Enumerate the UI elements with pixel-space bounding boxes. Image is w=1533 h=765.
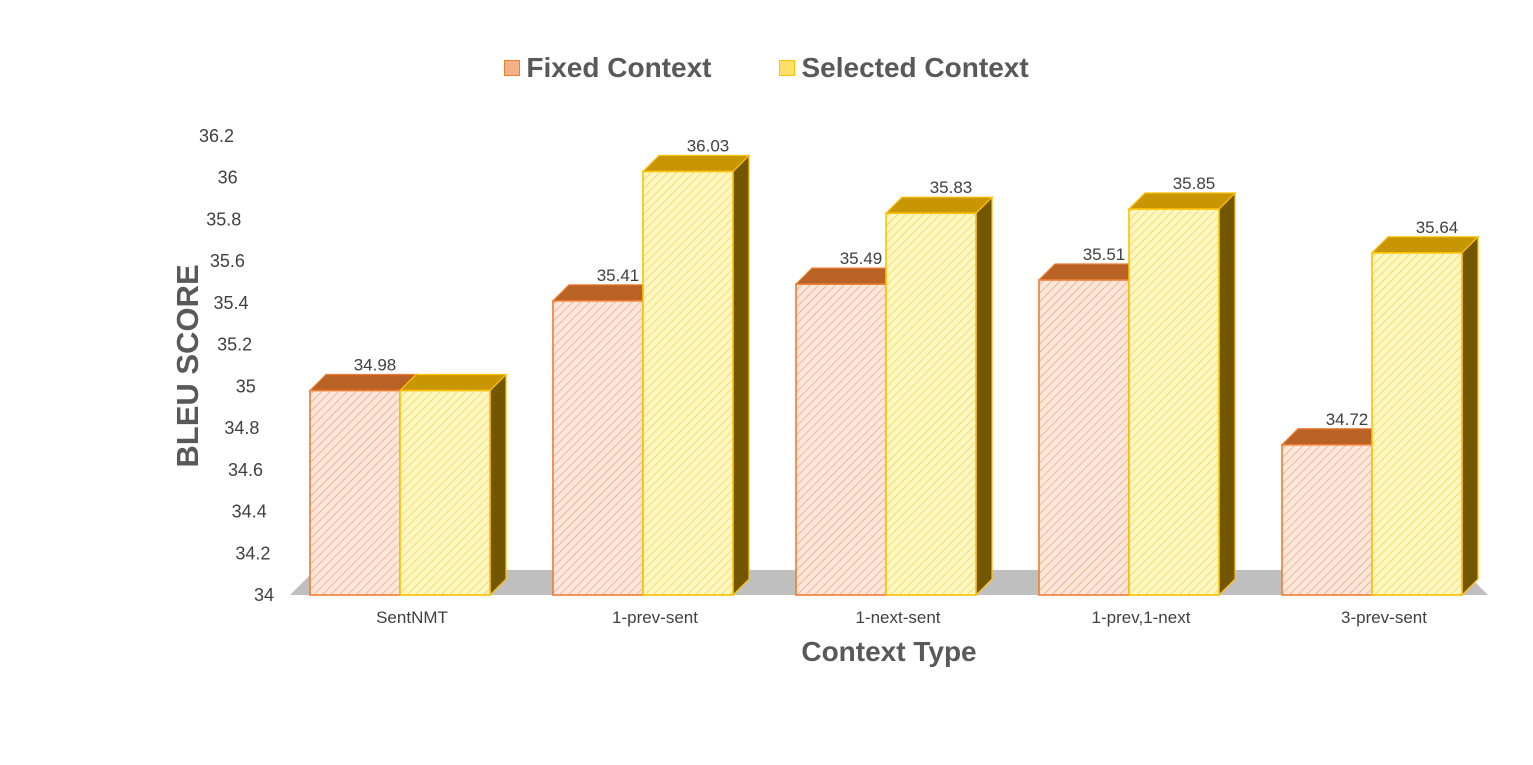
bar-top-1-4 (1370, 236, 1480, 254)
bar-top-1-3 (1127, 192, 1237, 210)
data-label-selected-3: 35.85 (1173, 174, 1216, 193)
legend-label-selected: Selected Context (801, 52, 1029, 83)
legend-item-selected: Selected Context (779, 52, 1029, 84)
y-tick-label-5: 35 (236, 376, 256, 396)
x-tick-label-2: 1-next-sent (855, 608, 940, 627)
data-label-selected-4: 35.64 (1416, 218, 1459, 237)
data-label-fixed-1: 35.41 (597, 266, 640, 285)
y-tick-label-3: 34.6 (228, 460, 263, 480)
bar-fixed-3 (1038, 279, 1130, 596)
bar-top-1-1 (641, 154, 751, 173)
y-tick-label-11: 36.2 (199, 126, 234, 146)
bar-selected-3 (1128, 208, 1220, 596)
bar-side-1-3 (1218, 191, 1236, 597)
data-label-selected-1: 36.03 (687, 136, 730, 155)
legend: Fixed Context Selected Context (0, 52, 1533, 84)
bar-selected-0 (399, 389, 491, 596)
legend-label-fixed: Fixed Context (526, 52, 712, 83)
x-tick-label-0: SentNMT (376, 608, 448, 627)
y-tick-label-8: 35.6 (210, 251, 245, 271)
bar-side-1-0 (489, 373, 507, 597)
bar-selected-2 (885, 212, 977, 596)
y-tick-label-10: 36 (218, 168, 238, 188)
bar-side-1-4 (1461, 235, 1479, 597)
bar-side-1-2 (975, 195, 993, 597)
y-tick-label-4: 34.8 (224, 418, 259, 438)
y-tick-label-0: 34 (254, 585, 274, 605)
bar-fixed-0 (309, 389, 401, 596)
y-tick-label-2: 34.4 (232, 502, 267, 522)
bar-fixed-4 (1281, 443, 1373, 596)
y-tick-label-1: 34.2 (235, 543, 270, 563)
legend-swatch-fixed (504, 60, 521, 76)
bar-selected-1 (642, 170, 734, 596)
y-tick-label-7: 35.4 (213, 293, 248, 313)
data-label-fixed-2: 35.49 (840, 249, 883, 268)
data-label-fixed-4: 34.72 (1326, 410, 1369, 429)
bar-selected-4 (1371, 252, 1463, 596)
x-axis-title: Context Type (801, 636, 976, 667)
x-tick-label-4: 3-prev-sent (1341, 608, 1427, 627)
data-label-fixed-3: 35.51 (1083, 245, 1126, 264)
bar-fixed-1 (552, 300, 644, 596)
y-tick-label-6: 35.2 (217, 335, 252, 355)
bar-top-0-0 (308, 373, 418, 392)
y-axis-title: BLEU SCORE (170, 264, 205, 467)
data-label-fixed-0: 34.98 (354, 356, 397, 375)
x-tick-label-3: 1-prev,1-next (1092, 608, 1191, 627)
bar-top-1-2 (884, 196, 994, 214)
bar-side-1-1 (732, 154, 750, 597)
legend-swatch-selected (779, 60, 796, 76)
data-label-selected-2: 35.83 (930, 178, 973, 197)
bar-top-1-0 (398, 373, 508, 392)
legend-item-fixed: Fixed Context (504, 52, 711, 84)
bar-fixed-2 (795, 283, 887, 596)
x-tick-label-1: 1-prev-sent (612, 608, 698, 627)
y-tick-label-9: 35.8 (206, 209, 241, 229)
